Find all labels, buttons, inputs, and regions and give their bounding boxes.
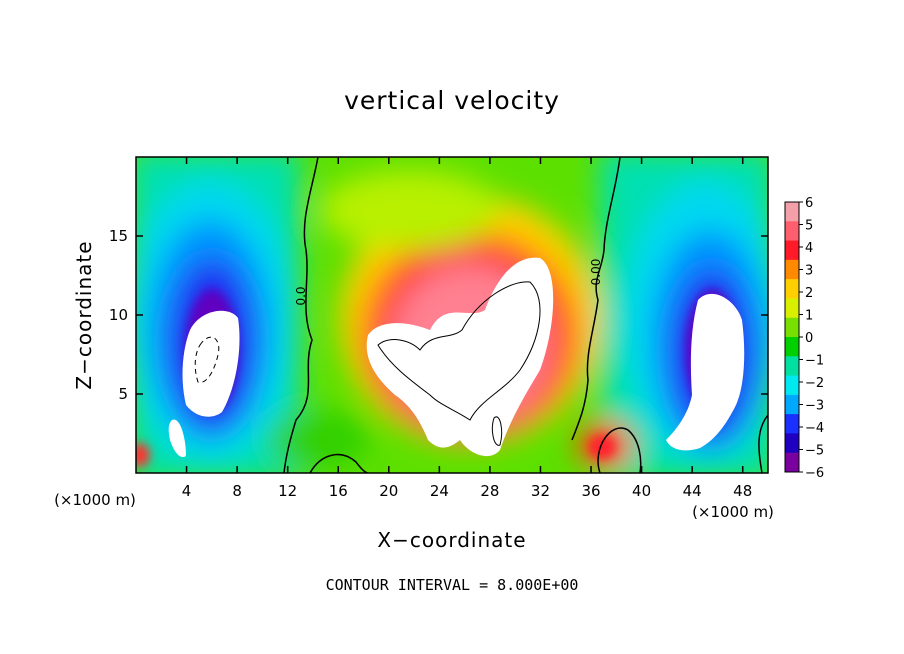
contour-zero-bottom-right bbox=[597, 427, 642, 473]
contour-label-left: 0.0 bbox=[294, 286, 308, 305]
colorbar-swatch bbox=[785, 394, 799, 415]
region-top-yellowgreen bbox=[320, 170, 500, 250]
contour-zero-bottom bbox=[309, 453, 369, 473]
colorbar-swatch bbox=[785, 240, 799, 261]
colorbar-swatch bbox=[785, 452, 799, 473]
colorbar-swatch bbox=[785, 259, 799, 280]
colorbar-label: 5 bbox=[805, 219, 813, 234]
contour-interval-note: CONTOUR INTERVAL = 8.000E+00 bbox=[325, 576, 579, 594]
colorbar-swatch bbox=[785, 221, 799, 241]
contour-inner-center bbox=[377, 281, 541, 421]
x-tick-label: 20 bbox=[379, 482, 398, 500]
chart-title: vertical velocity bbox=[344, 86, 560, 115]
y-axis-label: Z−coordinate bbox=[72, 240, 96, 389]
contour-zero-left bbox=[283, 157, 319, 473]
x-unit-left: (×1000 m) bbox=[54, 491, 136, 509]
colorbar-label: 1 bbox=[805, 309, 813, 324]
contour-lines bbox=[194, 157, 768, 473]
region-left-white-lower bbox=[168, 419, 186, 458]
colorbar-swatch bbox=[785, 202, 799, 222]
x-ticks: 4 8 12 16 20 24 28 32 36 40 44 48 bbox=[182, 157, 752, 500]
velocity-field: 0.0 0.00 bbox=[136, 157, 768, 473]
contour-labels: 0.0 0.00 bbox=[294, 259, 603, 306]
y-tick-label: 15 bbox=[109, 227, 128, 245]
x-tick-label: 40 bbox=[632, 482, 651, 500]
colorbar-label: −2 bbox=[805, 376, 824, 391]
x-tick-label: 36 bbox=[581, 482, 600, 500]
colorbar-label: −4 bbox=[805, 421, 824, 436]
region-center-white bbox=[366, 257, 554, 457]
colorbar-swatch bbox=[785, 337, 799, 357]
x-tick-label: 4 bbox=[182, 482, 192, 500]
colorbar: 6 5 4 3 2 1 0 −1 −2 −3 −4 −5 −6 bbox=[784, 196, 824, 481]
colorbar-swatch bbox=[785, 375, 799, 396]
x-tick-label: 44 bbox=[683, 482, 702, 500]
x-tick-label: 24 bbox=[430, 482, 449, 500]
colorbar-label: 4 bbox=[805, 241, 813, 256]
colorbar-label: 0 bbox=[805, 331, 813, 346]
colorbar-swatch bbox=[785, 279, 799, 299]
x-axis-label: X−coordinate bbox=[377, 528, 526, 552]
contour-inner-left-dashed bbox=[194, 336, 220, 383]
colorbar-label: −1 bbox=[805, 354, 824, 369]
colorbar-swatch bbox=[785, 317, 799, 338]
x-tick-label: 8 bbox=[232, 482, 242, 500]
colorbar-swatch bbox=[785, 298, 799, 319]
region-blob-red-bottom bbox=[588, 435, 616, 459]
region-left-edge-red bbox=[136, 443, 150, 467]
colorbar-label: 3 bbox=[805, 264, 813, 279]
y-tick-label: 5 bbox=[118, 385, 128, 403]
contour-zero-far-right bbox=[758, 414, 768, 473]
x-tick-label: 32 bbox=[531, 482, 550, 500]
colorbar-swatch bbox=[785, 433, 799, 454]
y-tick-label: 10 bbox=[109, 306, 128, 324]
region-right-white bbox=[666, 293, 745, 451]
region-left-white bbox=[182, 310, 240, 417]
x-tick-label: 28 bbox=[480, 482, 499, 500]
colorbar-label: 2 bbox=[805, 286, 813, 301]
colorbar-swatch bbox=[785, 414, 799, 434]
x-unit-right: (×1000 m) bbox=[692, 503, 774, 521]
contour-inner-bottom bbox=[491, 416, 503, 446]
contour-zero-right bbox=[571, 157, 621, 441]
colorbar-swatch bbox=[785, 356, 799, 376]
y-ticks: 5 10 15 bbox=[109, 227, 768, 403]
colorbar-label: −6 bbox=[805, 466, 824, 481]
colorbar-label: 6 bbox=[805, 196, 813, 211]
x-tick-label: 16 bbox=[329, 482, 348, 500]
contour-label-right: 0.00 bbox=[589, 259, 603, 286]
colorbar-label: −3 bbox=[805, 399, 824, 414]
x-tick-label: 48 bbox=[733, 482, 752, 500]
x-tick-label: 12 bbox=[278, 482, 297, 500]
colorbar-label: −5 bbox=[805, 444, 824, 459]
